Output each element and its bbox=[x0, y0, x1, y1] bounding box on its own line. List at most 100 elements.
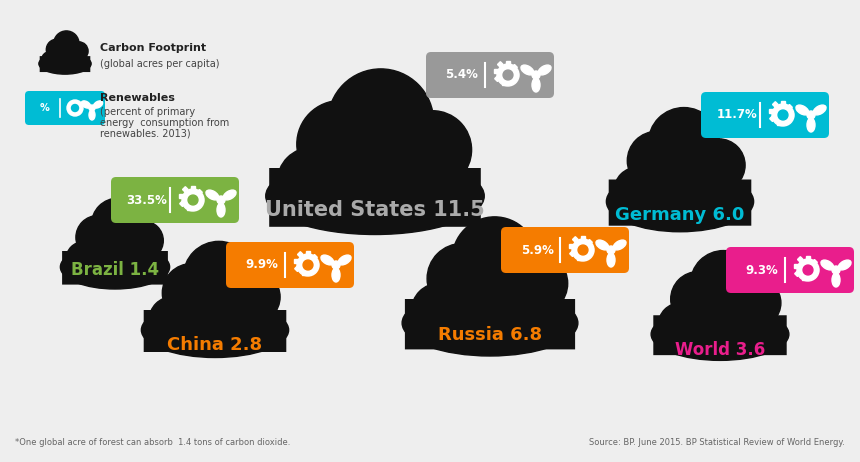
Circle shape bbox=[149, 297, 195, 343]
Text: Renewables: Renewables bbox=[100, 93, 175, 103]
Text: United States 11.5: United States 11.5 bbox=[265, 200, 485, 220]
Circle shape bbox=[691, 250, 757, 317]
Bar bbox=[777, 121, 781, 125]
Bar bbox=[584, 254, 589, 259]
Circle shape bbox=[701, 172, 744, 215]
Text: renewables. 2013): renewables. 2013) bbox=[100, 129, 191, 139]
Bar bbox=[179, 194, 183, 198]
Bar bbox=[783, 119, 789, 124]
Circle shape bbox=[671, 272, 726, 327]
Ellipse shape bbox=[532, 78, 540, 92]
Circle shape bbox=[71, 104, 78, 111]
Bar bbox=[573, 237, 578, 243]
Ellipse shape bbox=[206, 190, 218, 200]
Circle shape bbox=[332, 261, 340, 269]
Bar bbox=[194, 204, 200, 209]
Ellipse shape bbox=[332, 268, 340, 282]
Bar bbox=[295, 266, 300, 272]
FancyBboxPatch shape bbox=[62, 251, 168, 285]
FancyBboxPatch shape bbox=[726, 247, 854, 293]
Ellipse shape bbox=[89, 110, 95, 120]
Text: Germany 6.0: Germany 6.0 bbox=[615, 206, 745, 224]
Circle shape bbox=[66, 242, 101, 276]
Bar bbox=[795, 271, 801, 276]
Bar bbox=[294, 259, 298, 263]
Bar bbox=[182, 187, 188, 192]
FancyBboxPatch shape bbox=[426, 52, 554, 98]
Bar bbox=[772, 102, 778, 107]
Circle shape bbox=[572, 239, 594, 261]
FancyBboxPatch shape bbox=[144, 310, 286, 352]
Text: World 3.6: World 3.6 bbox=[675, 341, 765, 359]
Bar bbox=[770, 116, 776, 122]
Bar bbox=[494, 76, 501, 81]
Bar bbox=[180, 201, 186, 207]
Text: Brazil 1.4: Brazil 1.4 bbox=[71, 261, 159, 279]
Text: Russia 6.8: Russia 6.8 bbox=[438, 326, 542, 344]
Ellipse shape bbox=[613, 240, 626, 250]
Circle shape bbox=[692, 139, 745, 192]
Circle shape bbox=[236, 301, 280, 345]
Circle shape bbox=[832, 266, 840, 274]
Bar bbox=[512, 65, 518, 70]
Circle shape bbox=[46, 39, 67, 60]
Bar bbox=[187, 206, 191, 210]
Circle shape bbox=[217, 196, 225, 204]
Circle shape bbox=[393, 111, 471, 189]
Bar bbox=[506, 61, 510, 65]
Bar bbox=[298, 252, 304, 257]
Text: 9.3%: 9.3% bbox=[746, 263, 778, 276]
Text: 11.7%: 11.7% bbox=[716, 109, 758, 122]
Bar bbox=[509, 79, 514, 84]
Circle shape bbox=[452, 217, 538, 302]
Circle shape bbox=[76, 216, 120, 259]
Circle shape bbox=[124, 221, 163, 260]
Circle shape bbox=[778, 110, 788, 120]
FancyBboxPatch shape bbox=[501, 227, 629, 273]
Ellipse shape bbox=[402, 290, 578, 356]
FancyBboxPatch shape bbox=[40, 56, 90, 72]
Bar bbox=[197, 189, 202, 195]
Text: Carbon Footprint: Carbon Footprint bbox=[100, 43, 206, 53]
Ellipse shape bbox=[521, 65, 534, 75]
Circle shape bbox=[607, 246, 615, 254]
Bar bbox=[498, 62, 503, 67]
Bar bbox=[802, 276, 806, 280]
Bar bbox=[812, 260, 817, 265]
Bar bbox=[309, 269, 315, 274]
Circle shape bbox=[803, 265, 813, 275]
Circle shape bbox=[406, 154, 470, 219]
Text: %: % bbox=[40, 103, 50, 113]
Circle shape bbox=[277, 147, 347, 217]
FancyBboxPatch shape bbox=[25, 91, 105, 125]
Bar bbox=[311, 255, 317, 260]
Text: (percent of primary: (percent of primary bbox=[100, 107, 195, 117]
Text: 33.5%: 33.5% bbox=[126, 194, 168, 207]
Circle shape bbox=[732, 278, 781, 328]
Bar bbox=[302, 271, 306, 275]
FancyBboxPatch shape bbox=[269, 168, 481, 227]
Circle shape bbox=[67, 100, 83, 116]
Ellipse shape bbox=[94, 101, 102, 108]
Circle shape bbox=[411, 283, 467, 339]
Text: China 2.8: China 2.8 bbox=[168, 336, 262, 354]
Circle shape bbox=[648, 108, 720, 179]
Ellipse shape bbox=[838, 260, 851, 270]
Bar bbox=[581, 236, 585, 240]
FancyBboxPatch shape bbox=[609, 180, 752, 226]
Bar bbox=[494, 69, 498, 73]
Bar bbox=[797, 257, 803, 262]
Circle shape bbox=[53, 31, 79, 56]
Bar bbox=[587, 239, 593, 245]
Bar bbox=[569, 251, 575, 256]
Circle shape bbox=[70, 42, 88, 61]
Ellipse shape bbox=[596, 240, 609, 250]
Text: 5.4%: 5.4% bbox=[445, 68, 478, 81]
Circle shape bbox=[532, 71, 540, 79]
Ellipse shape bbox=[832, 273, 840, 287]
Circle shape bbox=[807, 111, 815, 119]
FancyBboxPatch shape bbox=[654, 315, 787, 355]
Circle shape bbox=[303, 260, 313, 270]
Bar bbox=[502, 81, 506, 85]
Ellipse shape bbox=[321, 255, 334, 265]
